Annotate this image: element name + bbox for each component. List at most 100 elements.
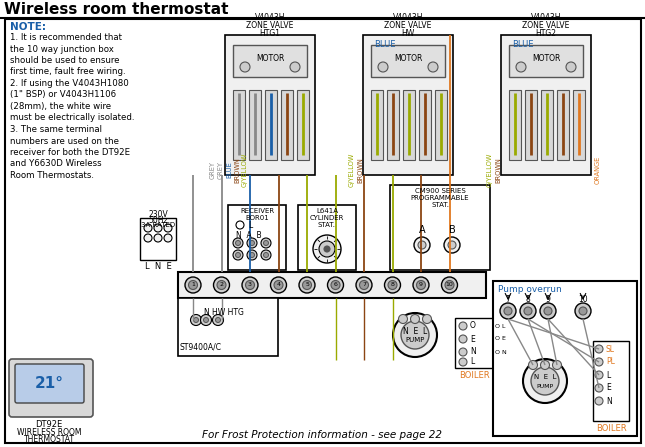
Text: CM900 SERIES: CM900 SERIES	[415, 188, 466, 194]
Text: Room Thermostats.: Room Thermostats.	[10, 171, 94, 180]
Circle shape	[264, 240, 268, 245]
Bar	[233, 45, 307, 77]
Text: 10: 10	[446, 283, 453, 287]
Text: 230V: 230V	[148, 210, 168, 219]
Circle shape	[313, 235, 341, 263]
Circle shape	[575, 303, 591, 319]
Bar	[557, 90, 569, 160]
Text: For Frost Protection information - see page 22: For Frost Protection information - see p…	[202, 430, 442, 440]
Text: MOTOR: MOTOR	[394, 54, 422, 63]
Text: G/YELLOW: G/YELLOW	[349, 153, 355, 187]
Circle shape	[356, 277, 372, 293]
Circle shape	[553, 360, 562, 370]
Circle shape	[417, 281, 426, 290]
Circle shape	[217, 281, 226, 290]
Text: HTG1: HTG1	[259, 29, 281, 38]
Circle shape	[384, 277, 401, 293]
Text: 7: 7	[506, 295, 510, 304]
Text: first time, fault free wiring.: first time, fault free wiring.	[10, 67, 126, 76]
Text: O L: O L	[495, 324, 506, 329]
Circle shape	[290, 62, 300, 72]
Text: SL: SL	[606, 345, 615, 354]
Circle shape	[235, 253, 241, 257]
Text: 50Hz: 50Hz	[148, 216, 168, 225]
Circle shape	[212, 315, 224, 325]
Circle shape	[235, 240, 241, 245]
Circle shape	[540, 303, 556, 319]
Circle shape	[261, 250, 271, 260]
Circle shape	[144, 234, 152, 242]
Text: V4043H: V4043H	[531, 13, 561, 22]
Bar	[525, 90, 537, 160]
Text: O N: O N	[495, 350, 507, 354]
Circle shape	[328, 277, 344, 293]
Text: N: N	[470, 347, 476, 357]
Circle shape	[459, 348, 467, 356]
Text: G/YELLOW: G/YELLOW	[487, 153, 493, 187]
Circle shape	[303, 281, 312, 290]
Bar	[455, 318, 493, 368]
Bar	[419, 90, 431, 160]
Circle shape	[240, 62, 250, 72]
Text: numbers are used on the: numbers are used on the	[10, 136, 119, 146]
Circle shape	[246, 281, 255, 290]
Bar	[403, 90, 415, 160]
Text: N: N	[606, 396, 611, 405]
Circle shape	[201, 315, 212, 325]
Text: GREY: GREY	[210, 161, 216, 179]
Circle shape	[448, 241, 456, 249]
Circle shape	[444, 237, 460, 253]
Text: BOR01: BOR01	[245, 215, 269, 221]
Text: BLUE: BLUE	[226, 162, 232, 178]
Circle shape	[418, 241, 426, 249]
Bar	[593, 341, 629, 421]
Bar	[435, 90, 447, 160]
Circle shape	[261, 238, 271, 248]
Text: 7: 7	[362, 283, 366, 287]
Text: ZONE VALVE: ZONE VALVE	[522, 21, 570, 30]
Circle shape	[595, 345, 603, 353]
Circle shape	[188, 281, 197, 290]
Text: BROWN: BROWN	[357, 157, 363, 183]
Bar	[281, 90, 293, 160]
Circle shape	[388, 281, 397, 290]
Circle shape	[516, 62, 526, 72]
Text: 5: 5	[305, 283, 309, 287]
Circle shape	[359, 281, 368, 290]
Circle shape	[194, 317, 199, 322]
Circle shape	[595, 358, 603, 366]
Text: O E: O E	[495, 337, 506, 342]
Circle shape	[544, 307, 552, 315]
Text: Pump overrun: Pump overrun	[498, 285, 562, 294]
Text: 8: 8	[526, 295, 530, 304]
Text: STAT.: STAT.	[431, 202, 449, 208]
Bar	[140, 218, 176, 260]
Circle shape	[324, 246, 330, 252]
Text: L: L	[606, 371, 610, 380]
Text: (1" BSP) or V4043H1106: (1" BSP) or V4043H1106	[10, 90, 116, 100]
Text: PROGRAMMABLE: PROGRAMMABLE	[411, 195, 470, 201]
FancyBboxPatch shape	[15, 364, 84, 403]
Text: BOILER: BOILER	[596, 424, 626, 433]
Circle shape	[504, 307, 512, 315]
Bar	[249, 90, 261, 160]
Text: receiver for both the DT92E: receiver for both the DT92E	[10, 148, 130, 157]
Text: N  E  L: N E L	[403, 326, 427, 336]
Bar	[371, 45, 445, 77]
Text: PUMP: PUMP	[537, 384, 553, 388]
Circle shape	[236, 221, 244, 229]
Text: L641A: L641A	[316, 208, 338, 214]
Text: HW: HW	[401, 29, 415, 38]
Circle shape	[250, 253, 255, 257]
Circle shape	[531, 367, 559, 395]
Text: GREY: GREY	[218, 161, 224, 179]
Circle shape	[579, 307, 587, 315]
Circle shape	[144, 224, 152, 232]
Text: 6: 6	[333, 283, 337, 287]
Text: N  A  B: N A B	[236, 231, 262, 240]
Text: 4: 4	[277, 283, 281, 287]
Circle shape	[399, 315, 408, 324]
Text: 21°: 21°	[34, 375, 63, 391]
Bar	[178, 298, 278, 356]
Circle shape	[401, 321, 429, 349]
